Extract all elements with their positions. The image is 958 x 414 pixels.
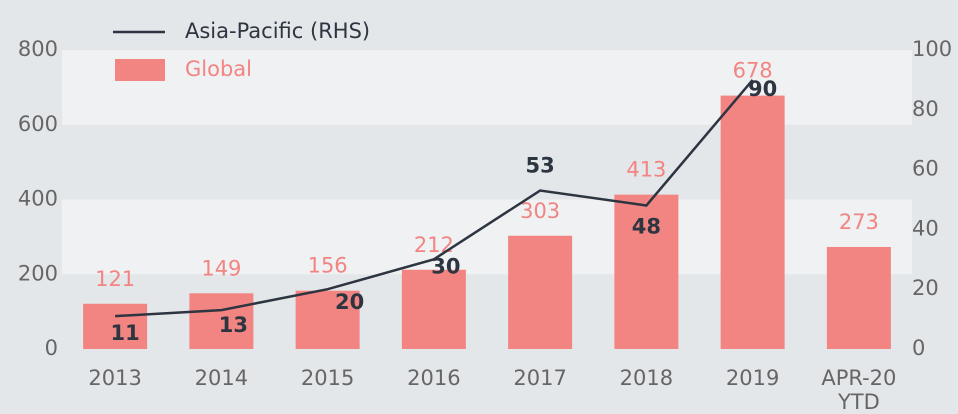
legend-label: Global — [185, 57, 252, 81]
y-tick-label: 800 — [18, 37, 58, 61]
x-tick-label: 2017 — [513, 366, 566, 390]
bar-value-label: 212 — [414, 233, 454, 257]
y2-tick-label: 60 — [912, 157, 939, 181]
y2-tick-label: 40 — [912, 216, 939, 240]
bar — [720, 95, 785, 349]
bar-value-label: 413 — [626, 158, 666, 182]
y2-tick-label: 80 — [912, 97, 939, 121]
bar — [401, 269, 466, 349]
bar — [83, 303, 148, 349]
y-tick-label: 400 — [18, 187, 58, 211]
y2-tick-label: 100 — [912, 37, 952, 61]
x-tick-label: 2013 — [88, 366, 141, 390]
legend-swatch — [115, 59, 165, 81]
bar-value-label: 149 — [201, 256, 241, 280]
x-tick-label: 2019 — [726, 366, 779, 390]
bar-value-label: 121 — [95, 267, 135, 291]
line-value-label: 13 — [219, 313, 248, 337]
x-tick-label: 2015 — [301, 366, 354, 390]
line-value-label: 48 — [632, 214, 661, 238]
x-tick-label: 2018 — [620, 366, 673, 390]
legend-label: Asia-Pacific (RHS) — [185, 19, 370, 43]
bar — [508, 235, 573, 349]
y-tick-label: 600 — [18, 112, 58, 136]
y-tick-label: 0 — [45, 336, 58, 360]
bar-value-label: 156 — [308, 254, 348, 278]
line-value-label: 53 — [526, 154, 555, 178]
x-tick-label: 2016 — [407, 366, 460, 390]
line-value-label: 11 — [111, 321, 140, 345]
line-value-label: 90 — [748, 77, 777, 101]
y2-tick-label: 0 — [912, 336, 925, 360]
y2-tick-label: 20 — [912, 276, 939, 300]
line-value-label: 30 — [431, 254, 460, 278]
x-tick-label: 2014 — [195, 366, 248, 390]
bar — [189, 293, 254, 349]
bar-value-label: 273 — [839, 210, 879, 234]
bar-value-label: 678 — [733, 59, 773, 83]
bar — [826, 246, 891, 349]
y-tick-label: 200 — [18, 261, 58, 285]
bar — [614, 194, 679, 349]
x-tick-label: APR-20 YTD — [821, 366, 896, 414]
bar-value-label: 303 — [520, 199, 560, 223]
line-value-label: 20 — [335, 290, 364, 314]
bar — [295, 290, 360, 349]
line — [115, 79, 754, 318]
